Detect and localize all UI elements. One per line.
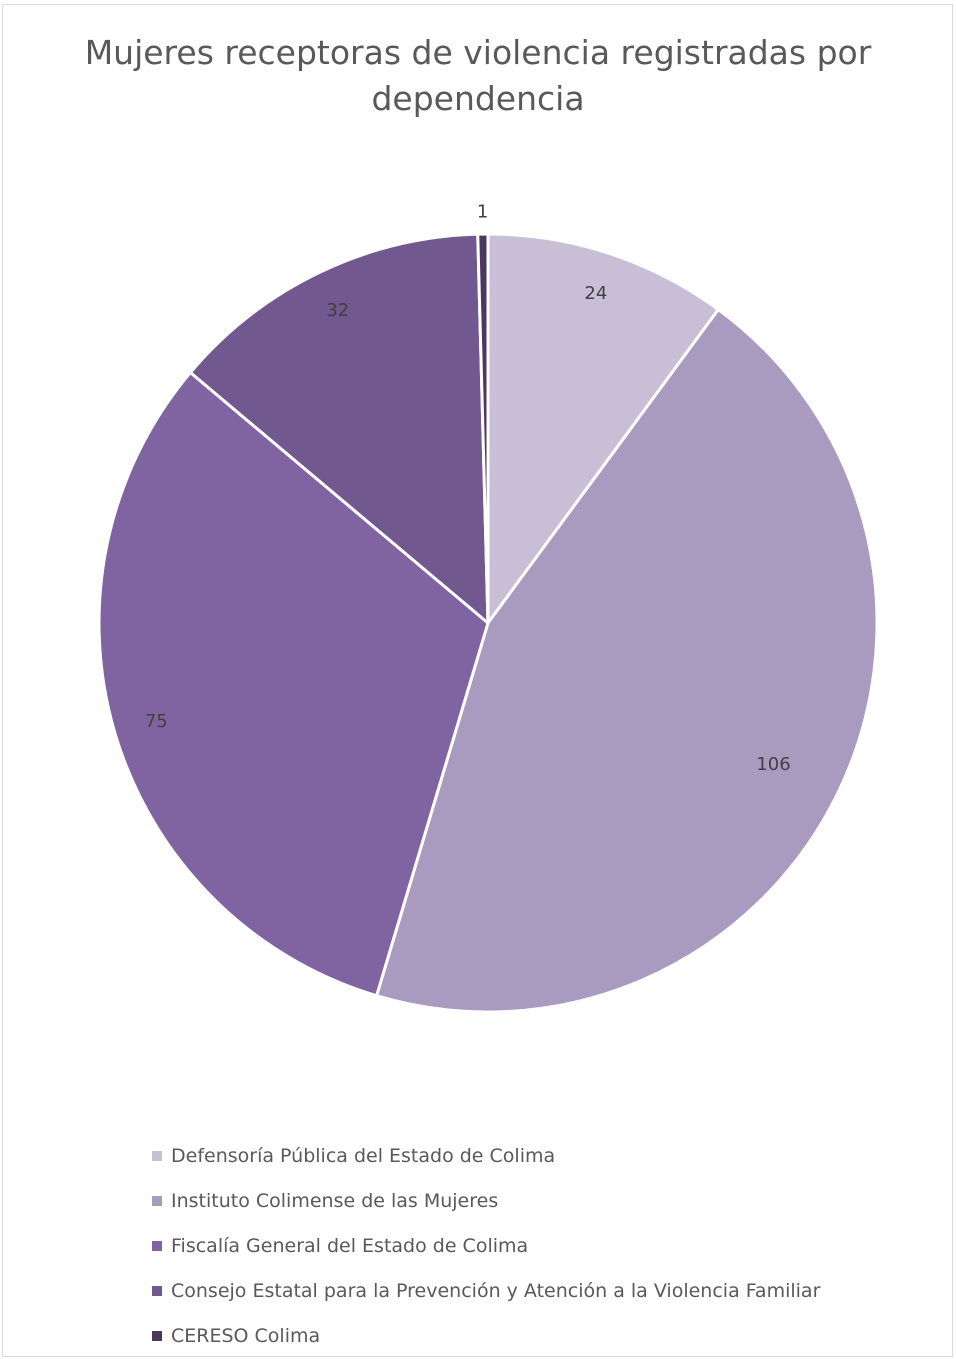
legend-swatch: [152, 1331, 162, 1341]
legend-swatch: [152, 1151, 162, 1161]
data-label-4: 32: [326, 300, 349, 321]
legend-swatch: [152, 1286, 162, 1296]
legend-item: Fiscalía General del Estado de Colima: [152, 1223, 820, 1268]
legend-label: CERESO Colima: [171, 1325, 320, 1347]
legend-item: Defensoría Pública del Estado de Colima: [152, 1133, 820, 1178]
legend-swatch: [152, 1196, 162, 1206]
data-label-3: 75: [145, 711, 168, 732]
legend-item: CERESO Colima: [152, 1313, 820, 1358]
chart-legend: Defensoría Pública del Estado de Colima I…: [152, 1133, 820, 1358]
data-label-2: 106: [756, 754, 790, 775]
legend-item: Consejo Estatal para la Prevención y Ate…: [152, 1268, 820, 1313]
data-label-1: 24: [584, 283, 607, 304]
pie-chart: 24 106 75 32 1: [0, 0, 956, 1100]
legend-label: Fiscalía General del Estado de Colima: [171, 1235, 528, 1257]
data-label-5: 1: [477, 202, 488, 223]
legend-label: Defensoría Pública del Estado de Colima: [171, 1145, 555, 1167]
legend-swatch: [152, 1241, 162, 1251]
legend-label: Consejo Estatal para la Prevención y Ate…: [171, 1280, 820, 1302]
legend-label: Instituto Colimense de las Mujeres: [171, 1190, 498, 1212]
legend-item: Instituto Colimense de las Mujeres: [152, 1178, 820, 1223]
